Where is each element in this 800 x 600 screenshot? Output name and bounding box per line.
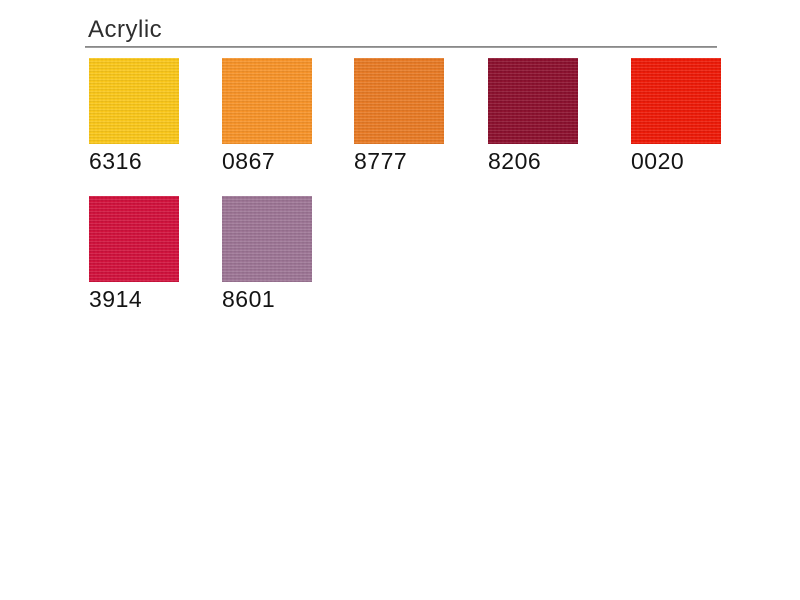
swatch-cell: 8206 bbox=[488, 58, 578, 173]
page-title: Acrylic bbox=[88, 16, 163, 43]
swatch-cell: 0867 bbox=[222, 58, 312, 173]
swatch-code: 6316 bbox=[89, 148, 143, 174]
swatch-code: 0867 bbox=[222, 148, 276, 174]
swatch-cell: 3914 bbox=[89, 196, 179, 311]
swatch-code: 8777 bbox=[354, 148, 408, 174]
swatch-cell: 6316 bbox=[89, 58, 179, 173]
swatch-cell: 8777 bbox=[354, 58, 444, 173]
fabric-swatch[interactable] bbox=[89, 58, 179, 144]
swatch-cell: 0020 bbox=[631, 58, 721, 173]
swatch-code: 8206 bbox=[488, 148, 542, 174]
fabric-swatch[interactable] bbox=[354, 58, 444, 144]
fabric-swatch[interactable] bbox=[631, 58, 721, 144]
swatch-cell: 8601 bbox=[222, 196, 312, 311]
fabric-swatch[interactable] bbox=[89, 196, 179, 282]
title-rule bbox=[85, 46, 717, 48]
fabric-swatch[interactable] bbox=[222, 58, 312, 144]
swatch-code: 0020 bbox=[631, 148, 685, 174]
fabric-swatch[interactable] bbox=[488, 58, 578, 144]
swatch-code: 8601 bbox=[222, 286, 276, 312]
swatch-code: 3914 bbox=[89, 286, 143, 312]
fabric-swatch[interactable] bbox=[222, 196, 312, 282]
